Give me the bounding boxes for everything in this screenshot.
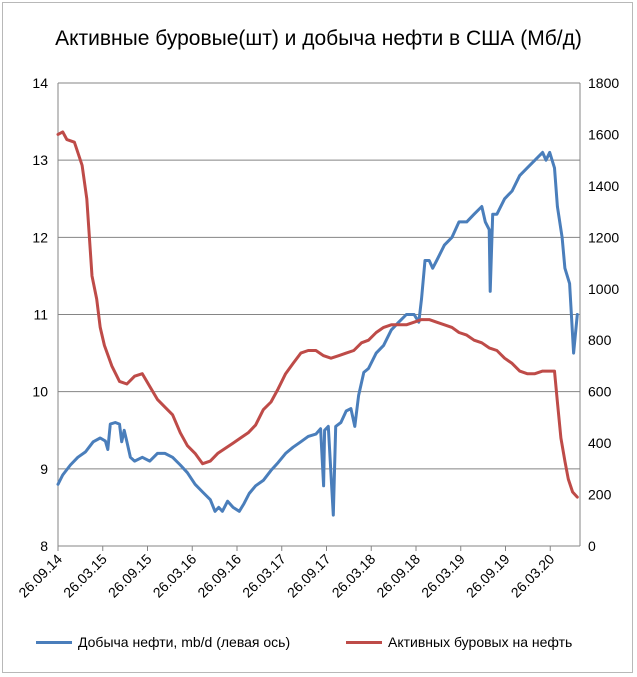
y-right-tick-labels: 0 200 400 600 800 1000 1200 1400 1600 1800: [588, 75, 619, 554]
y-right-tick-label: 1000: [588, 281, 619, 297]
y-left-tick-label: 13: [32, 152, 48, 168]
y-right-tick-label: 1200: [588, 229, 619, 245]
axes: [57, 83, 581, 551]
x-tick-label: 26.03.17: [239, 551, 289, 601]
legend-swatch-red: [346, 640, 382, 644]
series-line-oil-rigs: [56, 130, 579, 499]
x-tick-label: 26.03.16: [150, 551, 200, 601]
x-tick-label: 26.09.18: [373, 551, 423, 601]
legend-item-rigs: Активных буровых на нефть: [346, 634, 572, 650]
y-left-tick-label: 9: [40, 461, 48, 477]
y-left-tick-label: 8: [40, 538, 48, 554]
y-right-tick-label: 1800: [588, 75, 619, 91]
x-tick-label: 26.09.14: [15, 551, 65, 601]
y-right-tick-label: 800: [588, 332, 612, 348]
x-tick-label: 26.03.19: [418, 551, 468, 601]
y-left-tick-label: 14: [32, 75, 48, 91]
y-left-tick-label: 10: [32, 384, 48, 400]
y-right-tick-label: 1400: [588, 178, 619, 194]
x-tick-label: 26.03.20: [508, 551, 558, 601]
legend-item-oil-production: Добыча нефти, mb/d (левая ось): [36, 634, 290, 650]
legend-label-rigs: Активных буровых на нефть: [388, 634, 573, 650]
y-left-tick-labels: 8 9 10 11 12 13 14: [32, 75, 48, 554]
legend-label-oil-production: Добыча нефти, mb/d (левая ось): [78, 634, 291, 650]
y-right-tick-label: 200: [588, 487, 612, 503]
x-tick-labels: 26.09.1426.03.1526.09.1526.03.1626.09.16…: [15, 551, 557, 601]
y-left-tick-label: 11: [33, 307, 48, 323]
y-right-tick-label: 600: [588, 384, 612, 400]
x-tick-label: 26.03.15: [60, 551, 110, 601]
y-right-tick-label: 0: [588, 538, 596, 554]
x-tick-label: 26.03.18: [329, 551, 379, 601]
x-tick-label: 26.09.17: [284, 551, 334, 601]
x-tick-label: 26.09.19: [463, 551, 513, 601]
x-tick-label: 26.09.15: [105, 551, 155, 601]
legend-swatch-blue: [36, 640, 72, 644]
series-line-oil-production: [56, 150, 579, 517]
chart-title: Активные буровые(шт) и добыча нефти в СШ…: [55, 27, 582, 50]
y-left-tick-label: 12: [32, 229, 48, 245]
y-right-tick-label: 1600: [588, 126, 619, 142]
x-tick-label: 26.09.16: [194, 551, 244, 601]
grid-lines: [58, 82, 580, 470]
series-lines: [56, 130, 579, 517]
y-right-tick-label: 400: [588, 435, 612, 451]
